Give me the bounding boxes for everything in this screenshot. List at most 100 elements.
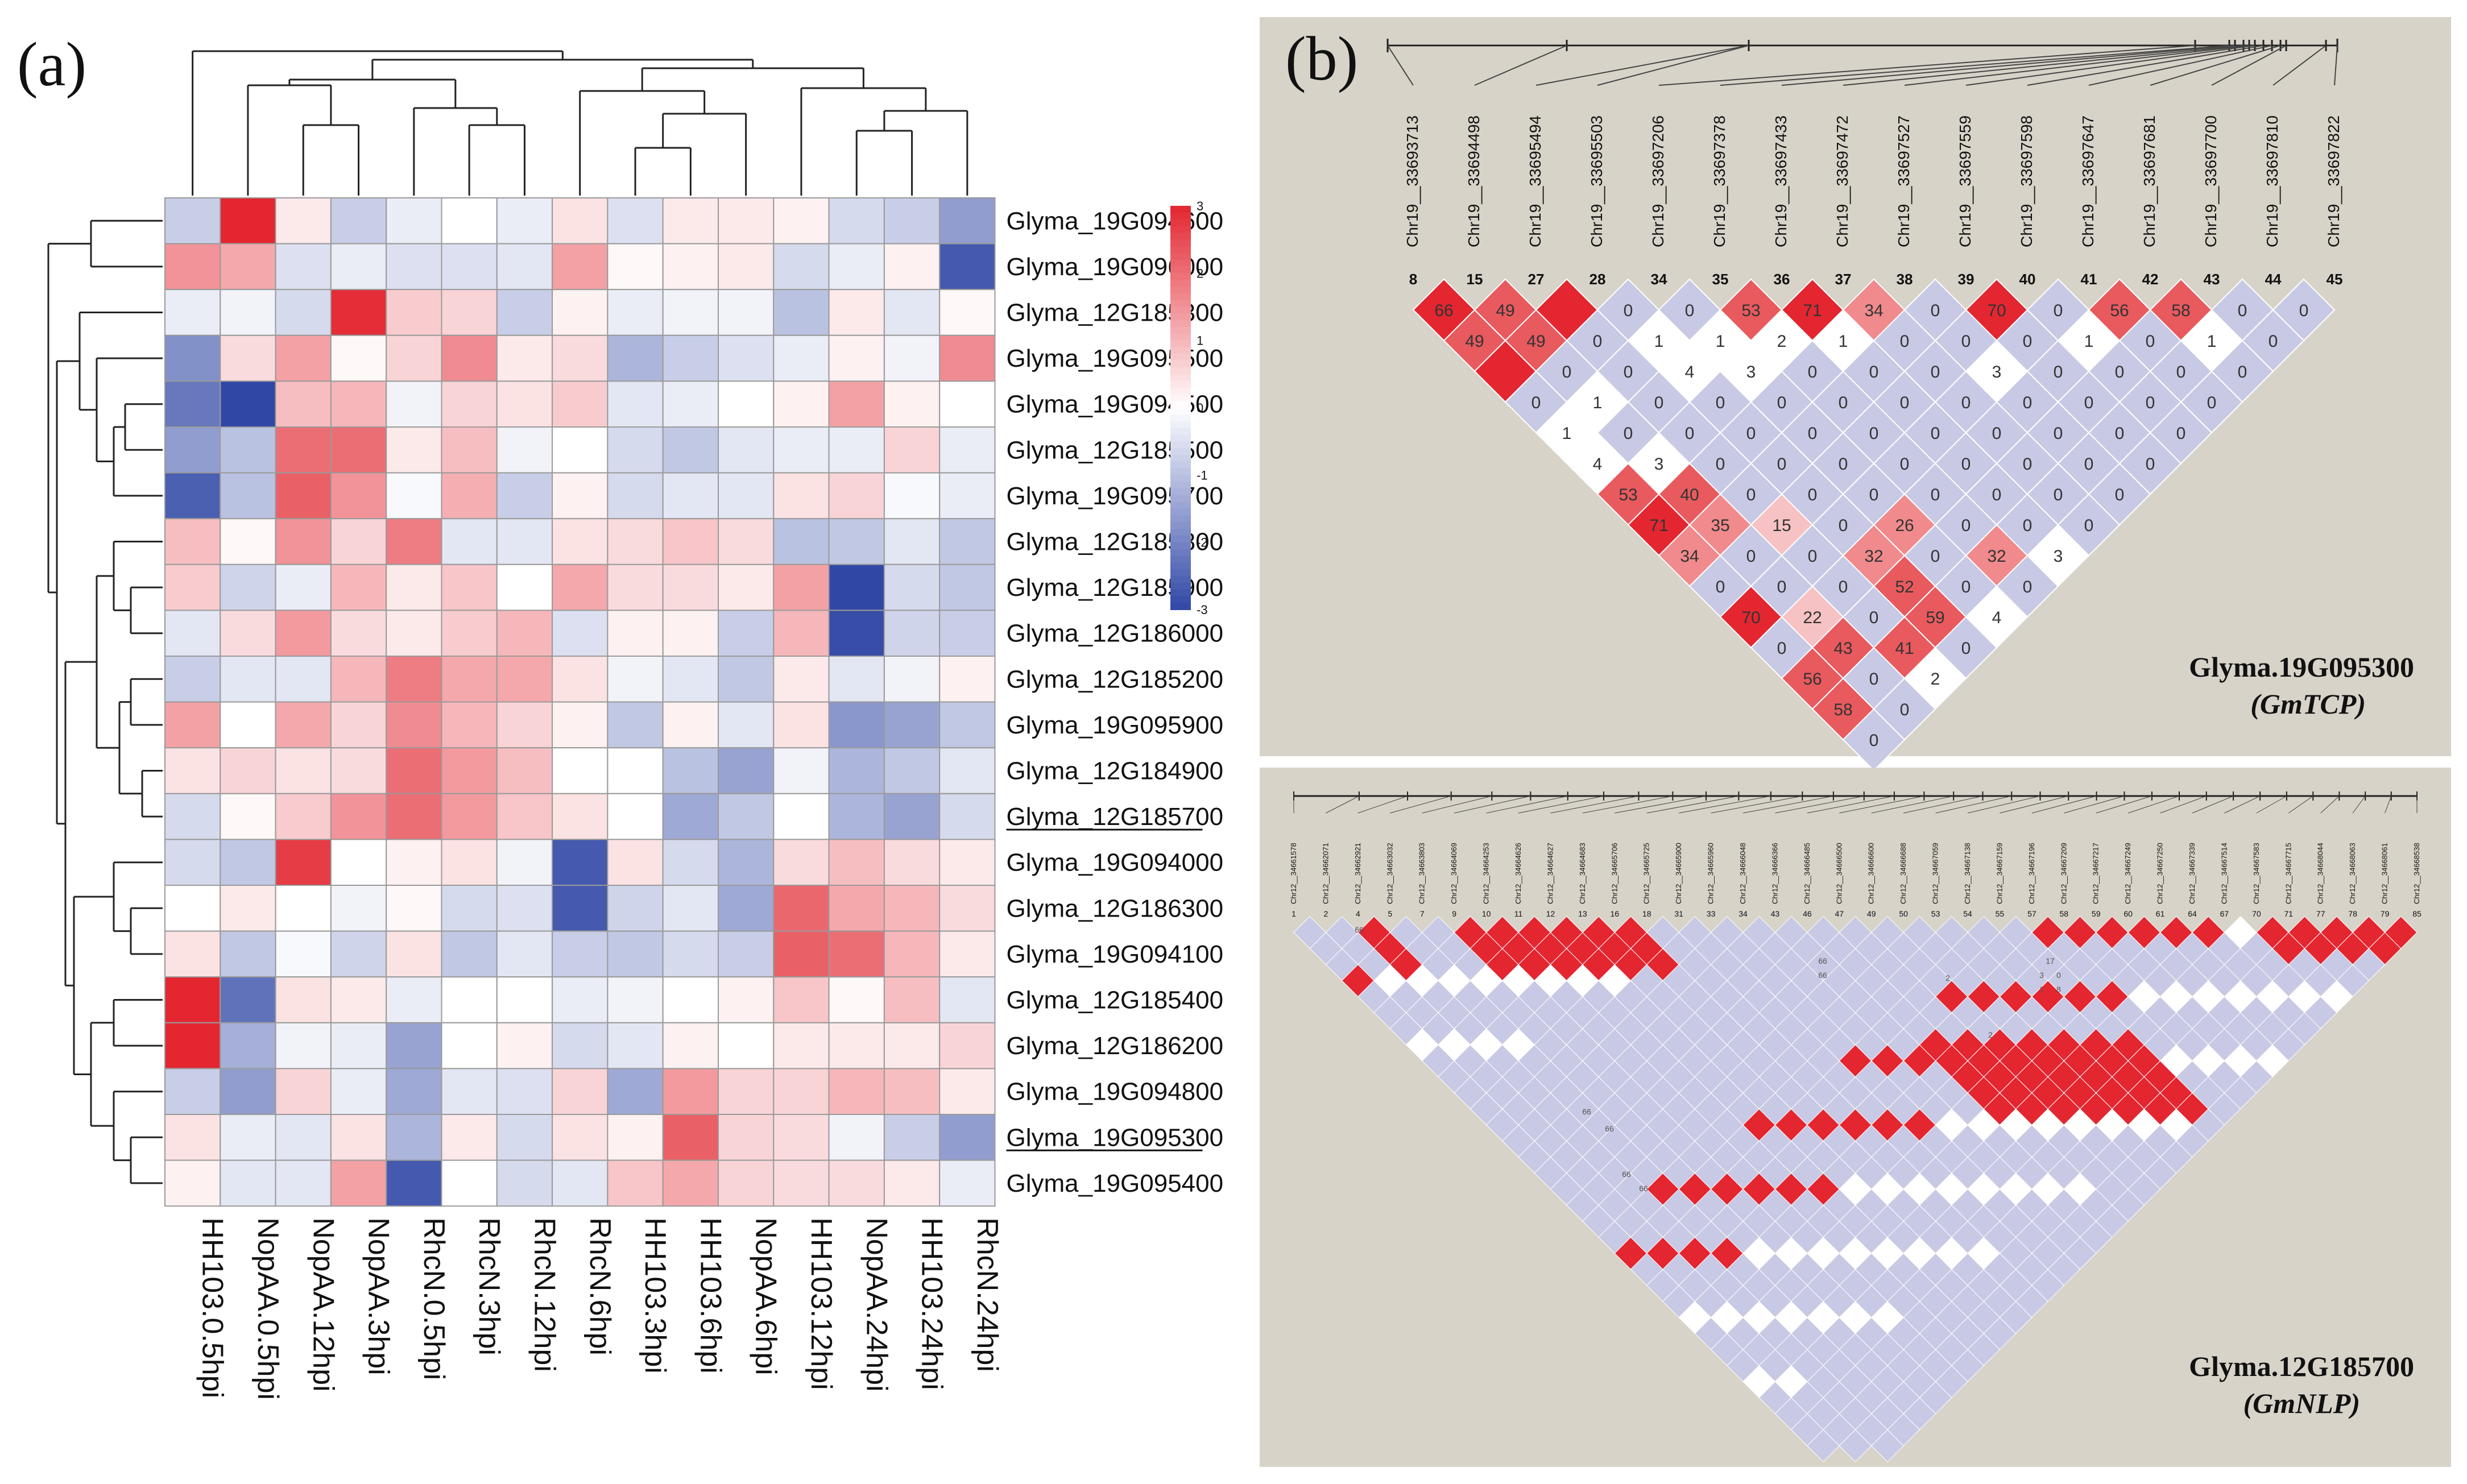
heatmap-cell [330,885,387,932]
heatmap-cell [828,426,885,474]
heatmap-cell [883,380,941,428]
heatmap-cell [386,472,442,520]
colorbar-tick-label: -2 [1197,536,1208,550]
snp-connector [1775,795,1864,814]
snp-label: Chr19__33697378 [1711,115,1728,247]
ld-cell-value: 0 [1624,363,1633,382]
heatmap-cell [441,563,498,611]
heatmap-cell [828,930,885,978]
heatmap-cell [552,976,609,1023]
snp-label: Chr12__34667249 [2124,843,2132,904]
heatmap-cell [607,197,664,244]
heatmap-cell [164,885,221,932]
snp-label: Chr12__34665706 [1610,843,1619,904]
heatmap-cell [386,930,442,978]
ld-cell-value: 4 [1685,363,1695,382]
column-label: RhcN.6hpi [583,1217,616,1356]
heatmap-cell [164,472,221,520]
snp-connector [2031,795,2097,814]
heatmap-cell [773,197,830,244]
ld-cell-value: 0 [1839,516,1848,535]
heatmap-cell [883,243,941,291]
colorbar-segment [1170,300,1191,308]
colorbar-segment [1170,347,1191,355]
heatmap-cell [828,197,885,244]
heatmap-cell [607,976,664,1023]
heatmap-cell [883,472,941,520]
colorbar-segment [1170,596,1191,604]
heatmap-cell [330,610,387,657]
colorbar-segment [1170,394,1191,402]
snp-connector [2150,45,2281,86]
heatmap-cell [662,472,719,520]
heatmap-cell [386,197,442,244]
ld-cell-value: 0 [2023,455,2033,474]
snp-label: Chr12__34667138 [1963,843,1972,904]
snp-number: 35 [1712,271,1729,288]
colorbar-segment [1170,508,1191,516]
column-label: HH103.24hpi [916,1217,949,1390]
heatmap-cell [164,334,221,382]
heatmap-cell [441,885,498,932]
colorbar-segment [1170,320,1191,328]
ld-cell-value: 4 [1593,455,1603,474]
ld-cell-value: 32 [1864,547,1883,566]
heatmap-cell [275,930,332,978]
heatmap-cell [275,793,332,840]
snp-label: Chr12__34667514 [2220,843,2228,904]
heatmap-cell [330,1159,387,1207]
snp-label: Chr19__33697527 [1895,115,1913,247]
heatmap-cell [496,1114,553,1161]
heatmap-cell [718,976,775,1023]
ld-highlight-value: 17 [2046,956,2055,965]
snp-label: Chr12__34661578 [1289,843,1298,904]
heatmap-cell [552,656,609,703]
ld-cell-value: 0 [2176,363,2186,382]
snp-number: 18 [1642,909,1651,918]
colorbar-segment [1170,488,1191,496]
heatmap-cell [496,930,553,978]
heatmap-cell [607,1022,664,1070]
ld-highlight-value: 66 [1818,971,1827,980]
heatmap-cell [275,563,332,611]
colorbar-segment [1170,475,1191,483]
snp-connector [1742,795,1833,814]
ld-cell-value: 0 [1931,547,1940,566]
colorbar-segment [1170,441,1191,449]
colorbar-segment [1170,206,1191,213]
heatmap-cell [496,793,553,840]
snp-number: 85 [2412,909,2422,918]
heatmap-cell [939,380,996,428]
snp-number: 4 [1356,909,1360,918]
heatmap-cell [164,610,221,657]
heatmap-cell [496,885,553,932]
heatmap-cell [718,793,775,840]
ld-cell-value: 0 [1961,639,1971,658]
ld-cell-value: 0 [2269,332,2278,351]
snp-connector [1658,45,2196,86]
snp-label: Chr12__34665900 [1674,843,1683,904]
snp-number: 67 [2220,909,2229,918]
heatmap-cell [883,197,941,244]
snp-label: Chr12__34667196 [2027,843,2036,904]
colorbar-segment [1170,434,1191,442]
heatmap-cell [883,563,941,611]
heatmap-cell [773,426,830,474]
snp-label: Chr19__33697206 [1649,115,1667,247]
column-dendrogram [192,50,968,196]
column-label: NopAA.3hpi [362,1217,395,1375]
ld-cell-value: 53 [1619,486,1637,504]
heatmap-cell [662,747,719,794]
heatmap-cell [607,930,664,978]
snp-number: 2 [1324,909,1328,918]
heatmap-cell [552,472,609,520]
heatmap-cell [330,334,387,382]
heatmap-cell [220,563,276,611]
heatmap-cell [773,334,830,382]
row-label: Glyma_19G094100 [1007,940,1224,968]
ld-cell-value: 34 [1680,547,1699,566]
heatmap-cell [275,243,332,291]
ld-cell-value: 56 [1803,670,1822,689]
heatmap-cell [718,1068,775,1116]
snp-label: Chr12__34665960 [1707,843,1715,904]
